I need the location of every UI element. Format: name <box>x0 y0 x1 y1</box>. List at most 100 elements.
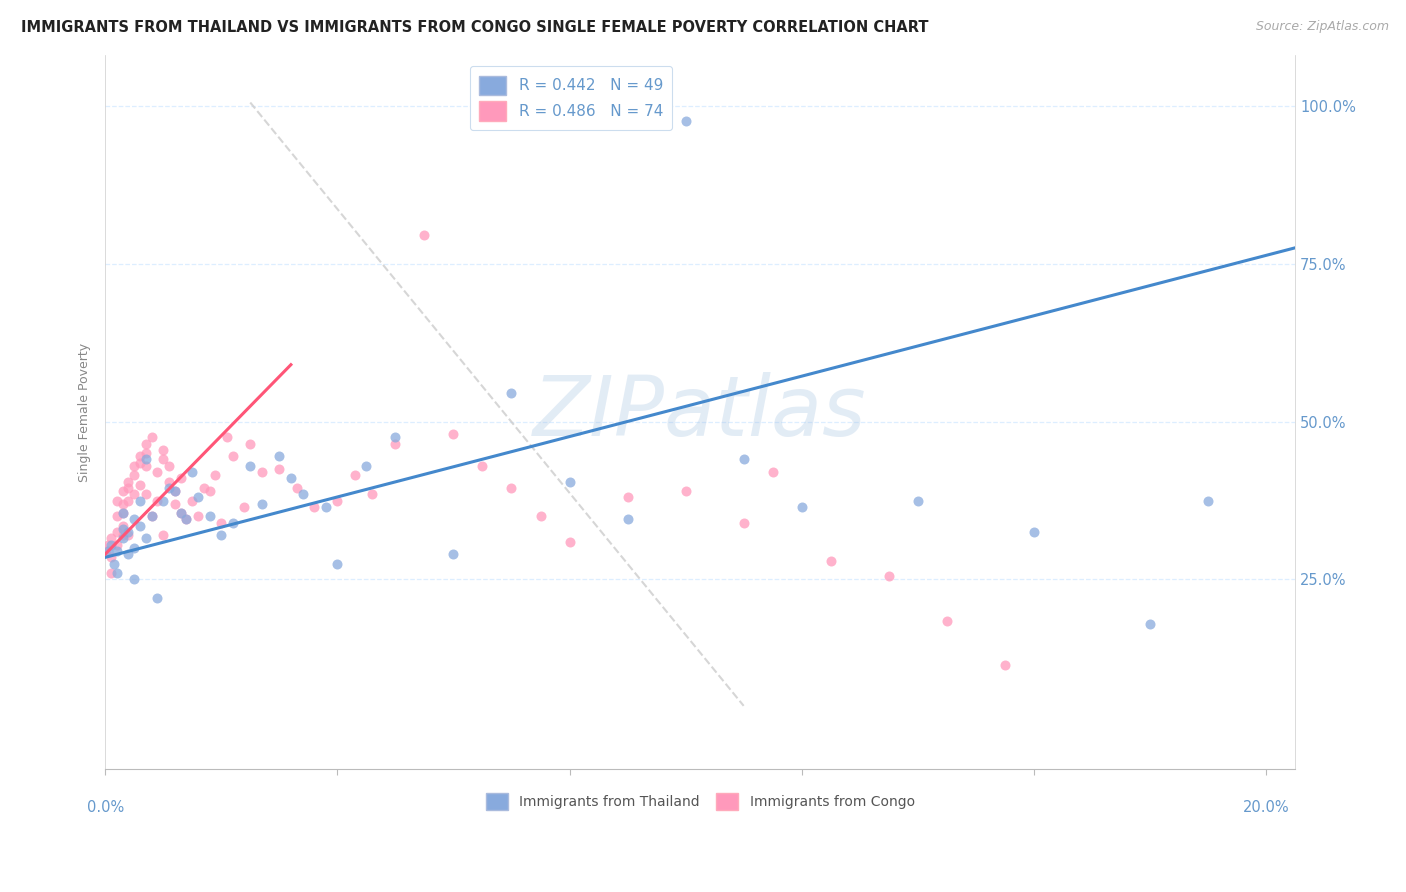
Point <box>117 528 139 542</box>
Point <box>907 493 929 508</box>
Point <box>105 566 128 581</box>
Point <box>501 481 523 495</box>
Point <box>413 228 436 243</box>
Point <box>762 465 785 479</box>
Point <box>443 427 465 442</box>
Point <box>302 500 325 514</box>
Point <box>1139 616 1161 631</box>
Point <box>129 477 152 491</box>
Point <box>790 500 813 514</box>
Point <box>187 509 209 524</box>
Point <box>343 468 366 483</box>
Point <box>141 509 163 524</box>
Point <box>222 450 245 464</box>
Point <box>117 525 139 540</box>
Point <box>280 471 302 485</box>
Point <box>152 493 174 508</box>
Point <box>315 500 337 514</box>
Point <box>222 516 245 530</box>
Point <box>129 456 152 470</box>
Point <box>675 114 697 128</box>
Point <box>181 493 204 508</box>
Point <box>100 550 122 565</box>
Point <box>616 512 638 526</box>
Point <box>111 497 134 511</box>
Point <box>129 450 152 464</box>
Point <box>215 430 238 444</box>
Text: Source: ZipAtlas.com: Source: ZipAtlas.com <box>1256 20 1389 33</box>
Point <box>146 493 169 508</box>
Point <box>733 516 755 530</box>
Point <box>169 471 191 485</box>
Point <box>122 512 145 526</box>
Point <box>122 468 145 483</box>
Point <box>122 458 145 473</box>
Point <box>111 506 134 520</box>
Point <box>285 481 308 495</box>
Point <box>820 553 842 567</box>
Y-axis label: Single Female Poverty: Single Female Poverty <box>79 343 91 482</box>
Point <box>129 493 152 508</box>
Point <box>187 491 209 505</box>
Point <box>558 475 581 489</box>
Point <box>935 614 957 628</box>
Point <box>193 481 215 495</box>
Point <box>111 528 134 542</box>
Point <box>105 493 128 508</box>
Point <box>111 506 134 520</box>
Point <box>501 386 523 401</box>
Point <box>163 497 186 511</box>
Point <box>141 509 163 524</box>
Point <box>157 481 180 495</box>
Point <box>103 557 125 571</box>
Text: 20.0%: 20.0% <box>1243 799 1289 814</box>
Point <box>135 458 157 473</box>
Point <box>176 512 198 526</box>
Point <box>361 487 384 501</box>
Point <box>105 538 128 552</box>
Point <box>209 528 232 542</box>
Point <box>239 436 262 450</box>
Point <box>558 534 581 549</box>
Point <box>157 475 180 489</box>
Point <box>250 465 273 479</box>
Point <box>198 483 221 498</box>
Point <box>117 493 139 508</box>
Point <box>152 442 174 457</box>
Point <box>994 657 1017 672</box>
Point <box>122 541 145 555</box>
Point <box>152 452 174 467</box>
Point <box>176 512 198 526</box>
Point <box>239 458 262 473</box>
Point <box>616 491 638 505</box>
Point <box>146 465 169 479</box>
Point <box>384 430 406 444</box>
Point <box>100 566 122 581</box>
Point <box>157 458 180 473</box>
Point <box>877 569 900 583</box>
Point <box>117 475 139 489</box>
Point <box>96 544 118 558</box>
Point <box>163 483 186 498</box>
Point <box>675 483 697 498</box>
Point <box>169 506 191 520</box>
Point <box>443 547 465 561</box>
Point <box>111 518 134 533</box>
Point <box>198 509 221 524</box>
Point <box>326 557 349 571</box>
Point <box>169 506 191 520</box>
Point <box>117 547 139 561</box>
Point <box>135 532 157 546</box>
Point <box>97 544 120 558</box>
Point <box>471 458 494 473</box>
Text: 0.0%: 0.0% <box>87 799 124 814</box>
Point <box>111 532 134 546</box>
Point <box>135 487 157 501</box>
Point <box>141 430 163 444</box>
Point <box>97 538 120 552</box>
Point <box>152 528 174 542</box>
Point <box>100 538 122 552</box>
Point <box>163 483 186 498</box>
Point <box>733 452 755 467</box>
Point <box>204 468 226 483</box>
